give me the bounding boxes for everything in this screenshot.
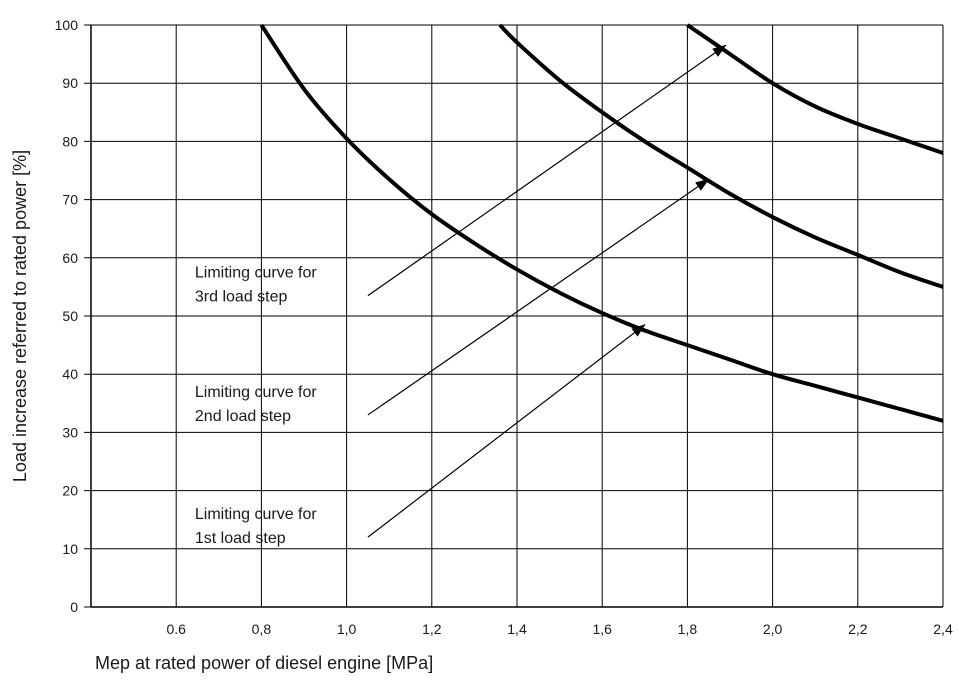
y-tick-label: 20 (62, 483, 78, 499)
y-tick-label: 50 (62, 308, 78, 324)
y-tick-label: 70 (62, 192, 78, 208)
y-tick-label: 40 (62, 366, 78, 382)
x-tick-label: 0,8 (252, 621, 272, 637)
y-tick-label: 90 (62, 75, 78, 91)
y-tick-label: 100 (55, 17, 79, 33)
x-tick-label: 1,6 (592, 621, 612, 637)
annotation-arrow (367, 324, 646, 538)
limiting-curve-line (686, 23, 944, 155)
y-tick-label: 0 (70, 599, 78, 615)
y-tick-label: 80 (62, 133, 78, 149)
x-tick-label: 2,0 (763, 621, 783, 637)
x-tick-label: 1,0 (337, 621, 357, 637)
y-tick-labels: 0 10 20 30 40 50 60 70 80 90 100 (55, 17, 79, 615)
x-tick-label: 2,4 (933, 621, 953, 637)
annotation-arrow (367, 178, 710, 416)
x-tick-label: 1,4 (507, 621, 527, 637)
y-axis-title: Load increase referred to rated power [%… (10, 150, 30, 482)
y-tick-label: 10 (62, 541, 78, 557)
y-tick-label: 30 (62, 424, 78, 440)
x-tick-label: 0.6 (166, 621, 186, 637)
y-tick-label: 60 (62, 250, 78, 266)
limiting-curve-line (498, 23, 944, 289)
x-tick-label: 1,8 (678, 621, 698, 637)
x-tick-label: 1,2 (422, 621, 442, 637)
x-tick-labels: 0.6 0,8 1,0 1,2 1,4 1,6 1,8 2,0 2,2 2,4 (166, 621, 952, 637)
limiting-curve-line (259, 23, 944, 423)
annotation-arrow (367, 44, 727, 297)
x-axis-title: Mep at rated power of diesel engine [MPa… (95, 653, 433, 673)
annotations: Limiting curve for 3rd load step Limiting … (195, 44, 727, 547)
x-tick-label: 2,2 (848, 621, 868, 637)
annotation-label-line1: Limiting curve for (195, 265, 317, 282)
annotation-label-line2: 1st load step (195, 530, 286, 547)
axes (90, 25, 944, 608)
annotation-label-line1: Limiting curve for (195, 384, 317, 401)
annotation-label-line2: 3rd load step (195, 289, 288, 306)
annotation-label-line1: Limiting curve for (195, 506, 317, 523)
annotation-label-line2: 2nd load step (195, 408, 291, 425)
